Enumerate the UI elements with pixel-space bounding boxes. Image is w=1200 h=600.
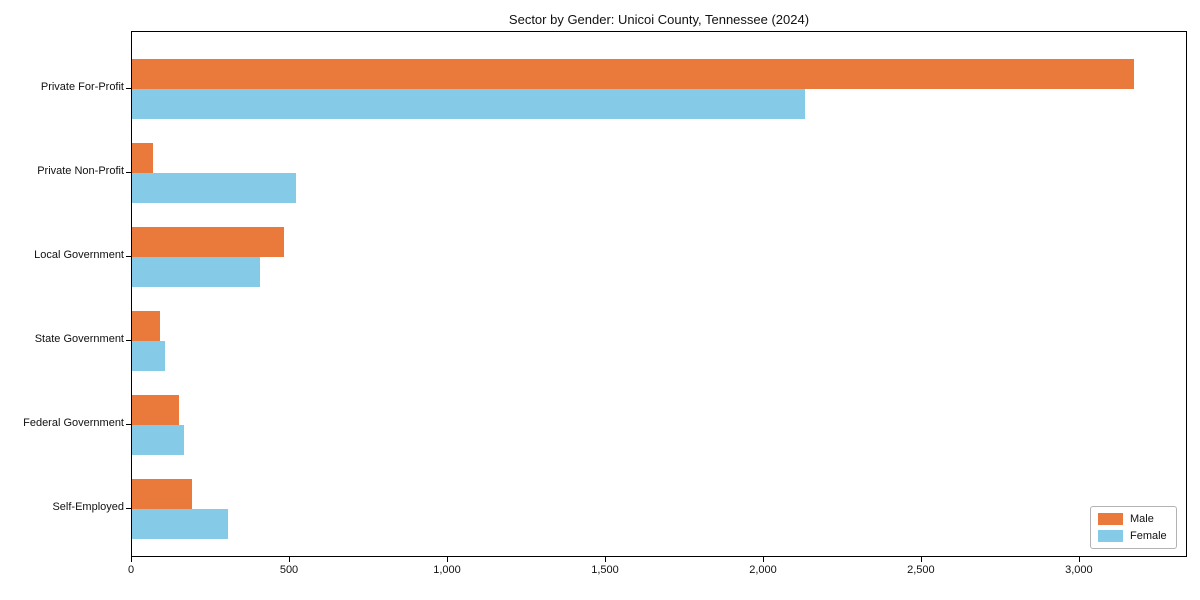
- y-tick-label-private-for-profit: Private For-Profit: [40, 81, 124, 93]
- x-tick-label-0: 0: [127, 564, 135, 576]
- legend-entry-male: Male: [1098, 513, 1167, 525]
- plot-area: [131, 31, 1187, 557]
- bar-male-federal-government: [132, 395, 180, 425]
- bar-male-private-for-profit: [132, 59, 1134, 89]
- bar-male-state-government: [132, 311, 161, 341]
- x-tick-500: [289, 557, 290, 562]
- x-tick-label-1000: 1,000: [433, 564, 461, 576]
- legend: Male Female: [1090, 506, 1177, 549]
- legend-swatch-female: [1098, 530, 1123, 542]
- y-tick-federal-government: [126, 424, 131, 425]
- y-tick-label-federal-government: Federal Government: [23, 417, 124, 429]
- chart-title: Sector by Gender: Unicoi County, Tenness…: [508, 12, 810, 27]
- y-tick-label-local-government: Local Government: [34, 249, 124, 261]
- x-tick-2500: [920, 557, 922, 562]
- legend-entry-female: Female: [1098, 530, 1167, 542]
- x-tick-1500: [605, 557, 606, 562]
- bar-female-state-government: [132, 341, 166, 371]
- x-tick-label-2500: 2,500: [907, 564, 935, 576]
- x-tick-1000: [447, 557, 448, 562]
- x-tick-0: [131, 557, 132, 562]
- x-tick-label-2000: 2,000: [749, 564, 777, 576]
- x-tick-label-1500: 1,500: [591, 564, 619, 576]
- x-tick-label-500: 500: [279, 564, 299, 576]
- y-tick-self-employed: [126, 508, 131, 509]
- bar-female-private-for-profit: [132, 89, 805, 119]
- x-tick-2000: [763, 557, 764, 562]
- bar-female-local-government: [132, 257, 260, 287]
- legend-label-female: Female: [1130, 530, 1167, 542]
- bar-female-federal-government: [132, 425, 185, 455]
- x-tick-label-3000: 3,000: [1065, 564, 1093, 576]
- bar-male-self-employed: [132, 479, 192, 509]
- bar-female-self-employed: [132, 509, 229, 539]
- y-tick-private-for-profit: [126, 88, 131, 89]
- y-tick-state-government: [126, 340, 131, 341]
- legend-label-male: Male: [1130, 513, 1154, 525]
- bar-female-private-non-profit: [132, 173, 297, 203]
- bar-male-local-government: [132, 227, 284, 257]
- y-tick-local-government: [126, 256, 131, 257]
- y-tick-label-state-government: State Government: [34, 333, 124, 345]
- legend-swatch-male: [1098, 513, 1123, 525]
- y-tick-private-non-profit: [126, 172, 131, 173]
- y-tick-label-self-employed: Self-Employed: [52, 501, 124, 513]
- y-tick-label-private-non-profit: Private Non-Profit: [37, 165, 124, 177]
- bar-male-private-non-profit: [132, 143, 153, 173]
- x-tick-3000: [1078, 557, 1080, 562]
